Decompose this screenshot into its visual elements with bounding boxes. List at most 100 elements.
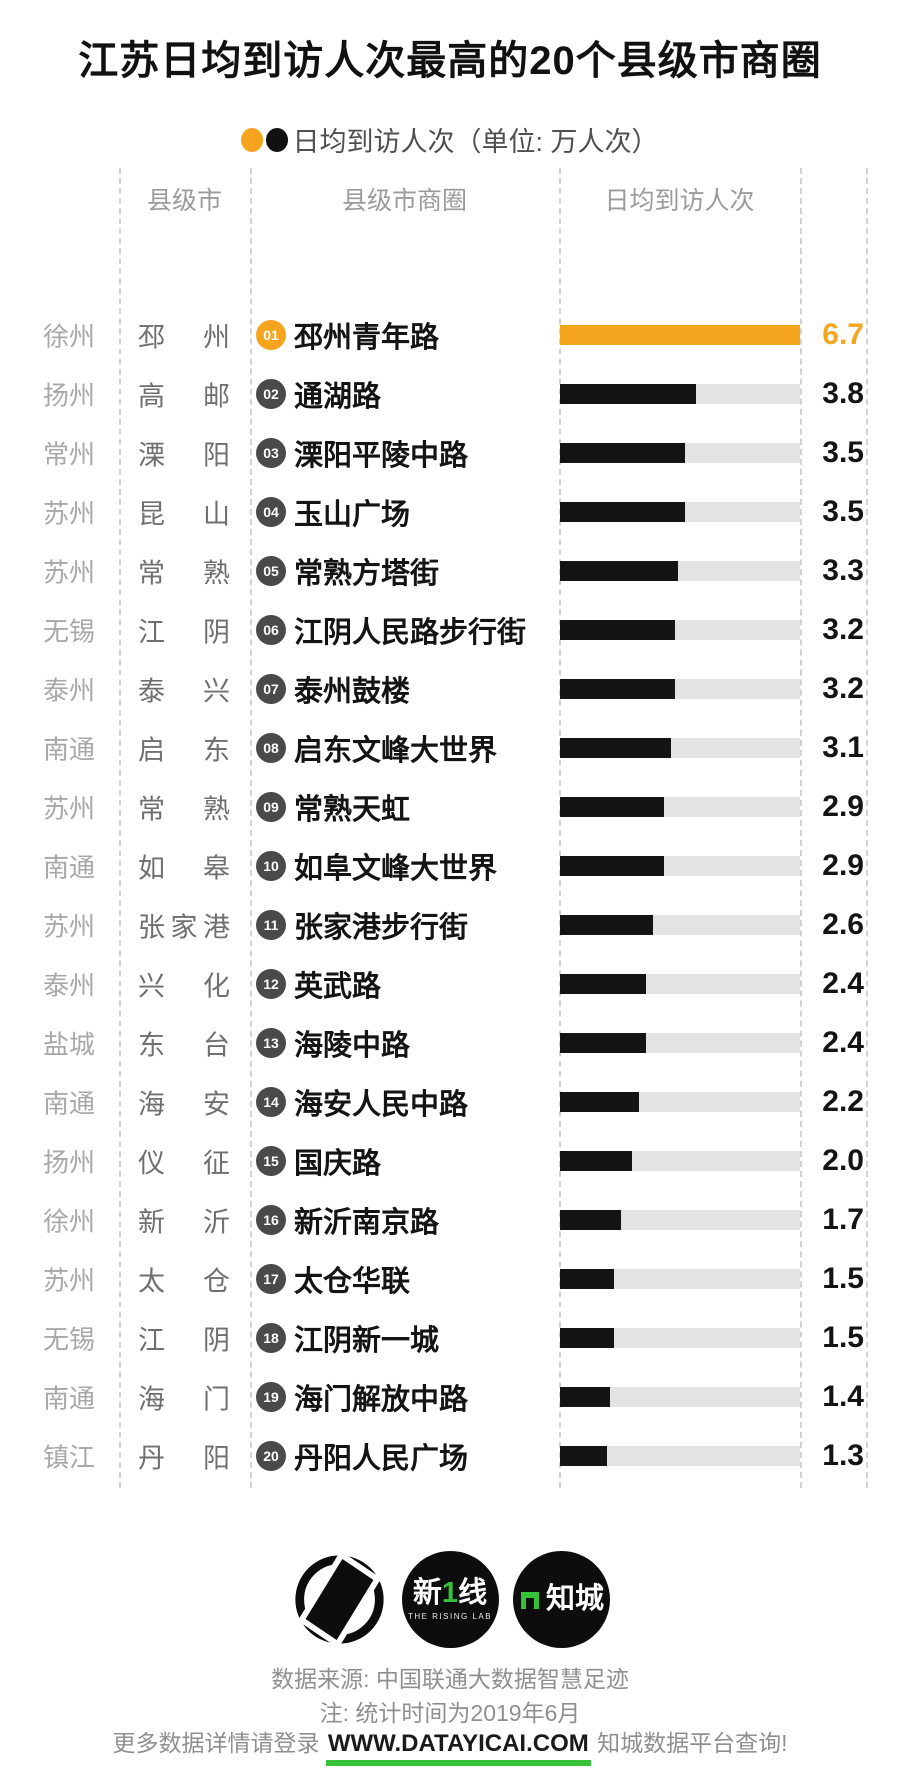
county-city: 仪征: [138, 1148, 230, 1179]
bar-track: [560, 384, 800, 404]
bar-fill: [560, 384, 696, 404]
value-label: 2.4: [822, 1026, 864, 1059]
rank-badge: 07: [256, 674, 286, 704]
table-row: 苏州 常熟 05 常熟方塔街 3.3: [0, 542, 900, 600]
prefecture-city: 徐州: [42, 321, 95, 352]
district-name: 江阴人民路步行街: [294, 617, 527, 649]
bar-fill: [560, 679, 675, 699]
table-row: 无锡 江阴 18 江阴新一城 1.5: [0, 1309, 900, 1367]
bar-track: [560, 325, 800, 345]
prefecture-city: 镇江: [42, 1442, 95, 1473]
prefecture-city: 常州: [42, 439, 95, 470]
bar-fill: [560, 1269, 614, 1289]
promo-link[interactable]: WWW.DATAYICAI.COM: [325, 1730, 591, 1766]
county-city: 新沂: [138, 1207, 230, 1238]
promo-prefix: 更多数据详情请登录: [112, 1730, 326, 1756]
prefecture-city: 苏州: [42, 911, 95, 942]
district-name: 玉山广场: [294, 499, 411, 531]
district-cell: 15 国庆路: [256, 1140, 381, 1182]
value-label: 2.0: [822, 1144, 864, 1177]
county-city: 太仓: [138, 1266, 230, 1297]
district-name: 常熟天虹: [294, 794, 411, 826]
district-name: 通湖路: [294, 381, 382, 413]
table-row: 南通 启东 08 启东文峰大世界 3.1: [0, 719, 900, 777]
district-cell: 19 海门解放中路: [256, 1376, 468, 1418]
district-cell: 20 丹阳人民广场: [256, 1435, 468, 1477]
rank-badge: 14: [256, 1087, 286, 1117]
promo-suffix: 知城数据平台查询!: [590, 1730, 788, 1756]
bar-track: [560, 915, 800, 935]
rank-badge: 20: [256, 1441, 286, 1471]
prefecture-city: 南通: [42, 1088, 95, 1119]
value-label: 3.2: [822, 672, 864, 705]
value-label: 2.2: [822, 1085, 864, 1118]
zhicheng-mark-icon: [520, 1591, 539, 1609]
county-city: 溧阳: [138, 440, 230, 471]
bar-track: [560, 738, 800, 758]
bar-fill: [560, 561, 678, 581]
bar-fill: [560, 443, 685, 463]
column-separator: [250, 168, 252, 1488]
county-city: 泰兴: [138, 676, 230, 707]
district-cell: 02 通湖路: [256, 373, 381, 415]
district-name: 启东文峰大世界: [294, 735, 498, 767]
prefecture-city: 苏州: [42, 1265, 95, 1296]
county-city: 高邮: [138, 381, 230, 412]
rank-badge: 03: [256, 438, 286, 468]
legend: 日均到访人次（单位: 万人次）: [0, 120, 900, 159]
county-city: 启东: [138, 735, 230, 766]
bar-fill: [560, 1151, 632, 1171]
district-name: 海安人民中路: [294, 1089, 469, 1121]
column-separator: [866, 168, 868, 1488]
table-row: 盐城 东台 13 海陵中路 2.4: [0, 1014, 900, 1072]
district-cell: 14 海安人民中路: [256, 1081, 468, 1123]
district-cell: 01 邳州青年路: [256, 314, 439, 356]
value-label: 2.9: [822, 849, 864, 882]
district-name: 泰州鼓楼: [294, 676, 411, 708]
rank-badge: 01: [256, 320, 286, 350]
bar-fill: [560, 974, 646, 994]
table-row: 南通 海安 14 海安人民中路 2.2: [0, 1073, 900, 1131]
county-city: 如皋: [138, 853, 230, 884]
bar-fill: [560, 1092, 639, 1112]
table-row: 苏州 张家港 11 张家港步行街 2.6: [0, 896, 900, 954]
rank-badge: 04: [256, 497, 286, 527]
bar-track: [560, 1151, 800, 1171]
value-label: 1.5: [822, 1321, 864, 1354]
county-city: 江阴: [138, 617, 230, 648]
county-city: 兴化: [138, 971, 230, 1002]
district-cell: 11 张家港步行街: [256, 904, 468, 946]
bar-track: [560, 1446, 800, 1466]
bar-fill: [560, 325, 800, 345]
rising-lab-logo: 新1线 THE RISING LAB: [401, 1551, 499, 1648]
bar-track: [560, 620, 800, 640]
bar-track: [560, 1269, 800, 1289]
rising-lab-wordmark: 新1线: [412, 1576, 488, 1609]
table-row: 泰州 泰兴 07 泰州鼓楼 3.2: [0, 660, 900, 718]
rank-badge: 12: [256, 969, 286, 999]
county-city: 昆山: [138, 499, 230, 530]
district-cell: 17 太仓华联: [256, 1258, 410, 1300]
bar-track: [560, 502, 800, 522]
data-source: 数据来源: 中国联通大数据智慧足迹: [271, 1666, 629, 1692]
bar-track: [560, 856, 800, 876]
prefecture-city: 南通: [42, 1383, 95, 1414]
legend-label: 日均到访人次（单位: 万人次）: [292, 127, 659, 157]
value-label: 3.2: [822, 613, 864, 646]
bar-fill: [560, 1387, 610, 1407]
rank-badge: 16: [256, 1205, 286, 1235]
table-row: 徐州 邳州 01 邳州青年路 6.7: [0, 306, 900, 364]
bar-track: [560, 1328, 800, 1348]
bar-fill: [560, 1328, 614, 1348]
table-row: 苏州 太仓 17 太仓华联 1.5: [0, 1250, 900, 1308]
district-name: 丹阳人民广场: [294, 1443, 469, 1475]
prefecture-city: 南通: [42, 852, 95, 883]
bar-track: [560, 1387, 800, 1407]
bar-track: [560, 561, 800, 581]
header-daily-visits: 日均到访人次: [604, 187, 755, 215]
rank-badge: 10: [256, 851, 286, 881]
column-separator: [119, 168, 121, 1488]
district-name: 常熟方塔街: [294, 558, 440, 590]
table-row: 常州 溧阳 03 溧阳平陵中路 3.5: [0, 424, 900, 482]
rank-badge: 05: [256, 556, 286, 586]
